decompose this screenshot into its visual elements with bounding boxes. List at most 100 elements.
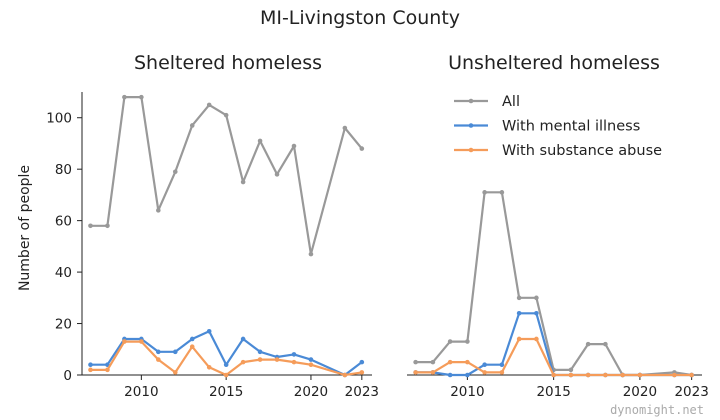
data-point-all: [585, 341, 591, 347]
data-point-with-substance-abuse: [672, 372, 677, 378]
data-point-all: [122, 94, 127, 100]
data-point-with-substance-abuse: [568, 372, 574, 378]
legend-label-all: All: [502, 94, 520, 110]
data-point-all: [308, 251, 314, 257]
panel-sheltered: Sheltered homeless 2010 2015 2020 2023 0 20 40 6…: [46, 52, 379, 400]
data-point-with-substance-abuse: [516, 336, 522, 342]
panel-title: Unsheltered homeless: [448, 52, 660, 74]
data-point-all: [105, 223, 110, 229]
data-point-with-substance-abuse: [359, 370, 365, 375]
y-tick-label: 80: [55, 162, 72, 178]
y-tick-label: 20: [55, 317, 72, 333]
data-point-all: [156, 208, 161, 213]
data-point-all: [534, 295, 539, 301]
x-tick-label: 2020: [294, 384, 328, 400]
data-point-with-substance-abuse: [620, 372, 625, 378]
data-point-all: [223, 112, 229, 118]
data-point-all: [499, 190, 505, 195]
data-point-with-mental-illness: [88, 362, 93, 368]
series-line-with-substance-abuse: [415, 337, 692, 377]
data-point-with-mental-illness: [189, 336, 195, 342]
panel-title: Sheltered homeless: [134, 52, 322, 74]
data-point-all: [257, 138, 263, 144]
data-point-with-substance-abuse: [413, 370, 418, 375]
data-point-all: [274, 172, 280, 177]
data-point-all: [189, 123, 195, 128]
data-point-with-substance-abuse: [291, 359, 297, 365]
series-line-all: [90, 95, 363, 256]
data-point-with-substance-abuse: [274, 357, 280, 362]
data-point-with-substance-abuse: [172, 370, 178, 375]
data-point-with-substance-abuse: [122, 339, 127, 344]
data-point-with-substance-abuse: [105, 367, 110, 373]
data-point-with-substance-abuse: [637, 372, 643, 378]
data-point-with-substance-abuse: [447, 359, 453, 365]
legend-marker-all: [468, 98, 474, 104]
legend-label-with-substance-abuse: With substance abuse: [502, 143, 662, 159]
data-point-with-substance-abuse: [240, 359, 246, 365]
data-point-with-mental-illness: [206, 328, 212, 334]
data-point-all: [447, 339, 453, 344]
data-point-all: [88, 223, 93, 229]
data-point-with-substance-abuse: [551, 372, 556, 378]
data-point-with-substance-abuse: [206, 364, 212, 370]
data-point-all: [172, 169, 178, 175]
data-point-with-substance-abuse: [308, 362, 314, 368]
data-point-all: [430, 359, 436, 365]
x-tick-label: 2010: [124, 384, 158, 400]
data-point-all: [240, 179, 246, 185]
data-point-with-mental-illness: [447, 372, 453, 378]
data-point-with-substance-abuse: [156, 357, 161, 362]
y-tick-label: 100: [46, 111, 72, 127]
legend-marker-with-mental-illness: [468, 123, 474, 128]
watermark: dynomight.net: [610, 403, 704, 417]
x-tick-label: 2015: [209, 384, 243, 400]
data-point-all: [291, 143, 297, 149]
data-point-all: [603, 341, 608, 347]
x-tick-label: 2020: [623, 384, 657, 400]
y-tick-label: 0: [63, 368, 72, 384]
x-tick-label: 2015: [536, 384, 570, 400]
chart-title: MI-Livingston County: [260, 7, 460, 29]
y-tick-label: 40: [55, 265, 72, 281]
data-point-with-substance-abuse: [342, 372, 348, 378]
data-point-with-substance-abuse: [585, 372, 591, 378]
x-tick-label: 2023: [345, 384, 379, 400]
data-point-all: [139, 94, 144, 100]
data-point-with-mental-illness: [516, 310, 522, 316]
series-line-with-substance-abuse: [90, 340, 362, 377]
data-point-with-mental-illness: [223, 362, 229, 368]
legend-label-with-mental-illness: With mental illness: [502, 119, 640, 135]
data-point-with-substance-abuse: [534, 336, 539, 342]
data-point-with-substance-abuse: [257, 357, 263, 362]
data-point-with-substance-abuse: [223, 372, 229, 378]
data-point-all: [206, 102, 212, 108]
legend: All With mental illness With substance abu…: [454, 94, 662, 159]
data-point-with-mental-illness: [465, 372, 470, 378]
data-point-with-substance-abuse: [603, 372, 608, 378]
data-point-all: [516, 295, 522, 301]
data-point-with-mental-illness: [156, 349, 161, 355]
data-point-with-mental-illness: [359, 359, 365, 365]
data-point-with-mental-illness: [499, 362, 505, 368]
series-line-all: [415, 191, 692, 377]
data-point-all: [465, 339, 470, 344]
y-tick-label: 60: [55, 214, 72, 230]
data-point-with-mental-illness: [257, 349, 263, 355]
data-point-with-mental-illness: [482, 362, 487, 368]
data-point-with-substance-abuse: [465, 359, 470, 365]
panel-unsheltered: Unsheltered homeless 2010 2015 2020 2023: [407, 52, 709, 400]
legend-marker-with-substance-abuse: [468, 147, 474, 153]
data-point-with-substance-abuse: [482, 370, 487, 375]
data-point-with-mental-illness: [172, 349, 178, 355]
data-point-all: [568, 367, 574, 373]
data-point-with-substance-abuse: [88, 367, 93, 373]
data-point-all: [413, 359, 418, 365]
data-point-with-substance-abuse: [689, 372, 694, 378]
data-point-all: [342, 125, 348, 131]
x-tick-label: 2010: [450, 384, 484, 400]
series-line-with-mental-illness: [90, 330, 363, 377]
data-point-with-mental-illness: [308, 357, 314, 362]
data-point-with-mental-illness: [240, 336, 246, 342]
